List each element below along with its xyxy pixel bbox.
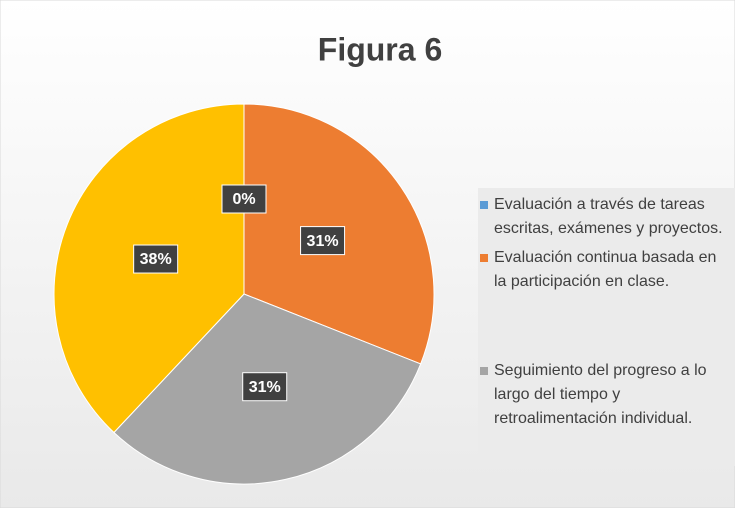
data-label-box <box>242 372 288 402</box>
legend-item: Evaluación continua basada en la partici… <box>480 246 730 294</box>
data-label-box <box>300 226 346 256</box>
legend-item: Seguimiento del progreso a lo largo del … <box>480 359 730 431</box>
chart-title: Figura 6 <box>318 31 442 67</box>
legend-box <box>478 188 735 466</box>
data-label: 0% <box>232 191 255 208</box>
legend-swatch <box>480 254 488 262</box>
legend-item: Evaluación a través de tareas escritas, … <box>480 193 730 241</box>
legend-swatch <box>480 201 488 209</box>
legend-label: Seguimiento del progreso a lo largo del … <box>494 362 707 427</box>
data-label: 31% <box>307 233 339 250</box>
data-label: 38% <box>140 251 172 268</box>
data-label: 31% <box>249 379 281 396</box>
legend-label: Evaluación continua basada en la partici… <box>494 249 717 290</box>
data-label-box <box>221 184 267 214</box>
legend-swatch <box>480 367 488 375</box>
legend-label: Evaluación a través de tareas escritas, … <box>494 196 723 237</box>
data-label-box <box>133 244 179 274</box>
